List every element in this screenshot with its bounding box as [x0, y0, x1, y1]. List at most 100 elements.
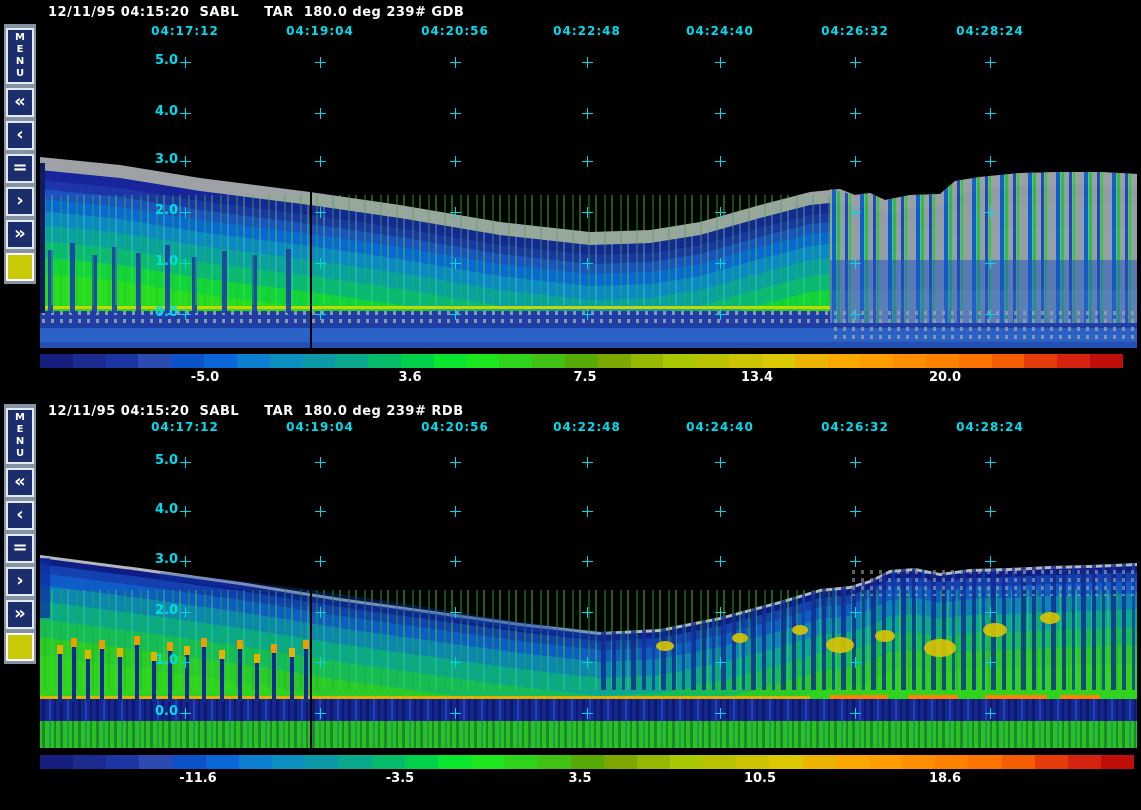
grid-plus-mark [315, 309, 326, 320]
colorbar-swatch [404, 755, 438, 769]
grid-overlay: 5.0 4.0 3.0 2.0 1.0 0.0 [40, 440, 1137, 750]
colorbar-swatch [570, 755, 604, 769]
colorbar-swatch [935, 755, 969, 769]
grid-plus-mark [850, 207, 861, 218]
grid-plus-mark [582, 156, 593, 167]
colorbar-swatch [73, 755, 107, 769]
colorbar-swatch [902, 755, 936, 769]
altitude-tick-label: 0.0 [154, 305, 178, 320]
colorbar-swatch [729, 354, 762, 368]
color-swatch-button[interactable] [6, 633, 34, 661]
colorbar-swatch [860, 354, 894, 368]
grid-plus-mark [315, 708, 326, 719]
colorbar-value-label: 3.6 [398, 370, 422, 385]
time-tick-label: 04:19:04 [286, 420, 354, 434]
time-tick-label: 04:26:32 [821, 24, 889, 38]
fast-rewind-button[interactable]: « [6, 468, 34, 497]
panel-rdb: 12/11/95 04:15:20 SABL TAR 180.0 deg 239… [0, 399, 1141, 810]
fast-forward-button[interactable]: » [6, 600, 34, 629]
grid-plus-mark [715, 207, 726, 218]
grid-plus-mark [715, 657, 726, 668]
pause-button[interactable]: = [6, 154, 34, 183]
grid-plus-mark [582, 309, 593, 320]
step-back-button[interactable]: ‹ [6, 121, 34, 150]
colorbar-swatch [868, 755, 903, 769]
step-forward-button[interactable]: › [6, 567, 34, 596]
colorbar-swatch [769, 755, 803, 769]
time-cursor-line[interactable] [310, 440, 312, 750]
grid-plus-mark [450, 457, 461, 468]
grid-plus-mark [315, 506, 326, 517]
time-cursor-line[interactable] [310, 45, 312, 348]
colorbar-swatch [471, 755, 505, 769]
menu-letter: E [16, 424, 24, 435]
colorbar-swatch [925, 354, 959, 368]
time-tick-label: 04:22:48 [553, 420, 621, 434]
time-tick-label: 04:28:24 [956, 420, 1024, 434]
altitude-tick-label: 4.0 [154, 502, 178, 517]
menu-letter: U [15, 68, 25, 79]
colorbar-swatch [305, 755, 339, 769]
color-scale-labels: -5.0 3.6 7.5 13.4 20.0 [40, 370, 1137, 386]
grid-plus-mark [180, 156, 191, 167]
step-back-button[interactable]: ‹ [6, 501, 34, 530]
colorbar-swatch [105, 354, 139, 368]
step-forward-button[interactable]: › [6, 187, 34, 216]
menu-letter: M [15, 412, 25, 423]
colorbar-swatch [537, 755, 571, 769]
fast-rewind-button[interactable]: « [6, 88, 34, 117]
grid-plus-mark [450, 309, 461, 320]
colorbar-swatch [204, 354, 237, 368]
colorbar-value-label: -11.6 [179, 771, 217, 786]
grid-plus-mark [985, 156, 996, 167]
backscatter-plot-rdb[interactable]: 5.0 4.0 3.0 2.0 1.0 0.0 [40, 440, 1137, 750]
colorbar-swatch [106, 755, 140, 769]
panel-title: 12/11/95 04:15:20 SABL TAR 180.0 deg 239… [48, 404, 464, 419]
colorbar-value-label: -5.0 [190, 370, 220, 385]
colorbar-swatch [371, 755, 405, 769]
grid-plus-mark [315, 207, 326, 218]
colorbar-swatch [504, 755, 538, 769]
colorbar-swatch [630, 354, 664, 368]
colorbar-swatch [236, 354, 270, 368]
color-scale-bar [40, 755, 1135, 769]
color-swatch-button[interactable] [6, 253, 34, 281]
grid-plus-mark [582, 457, 593, 468]
colorbar-swatch [40, 755, 74, 769]
colorbar-swatch [802, 755, 836, 769]
colorbar-swatch [466, 354, 500, 368]
grid-plus-mark [582, 556, 593, 567]
grid-plus-mark [715, 506, 726, 517]
colorbar-swatch [958, 354, 992, 368]
grid-plus-mark [180, 457, 191, 468]
colorbar-swatch [835, 755, 869, 769]
grid-plus-mark [850, 607, 861, 618]
pause-button[interactable]: = [6, 534, 34, 563]
time-tick-label: 04:26:32 [821, 420, 889, 434]
colorbar-swatch [368, 354, 401, 368]
grid-plus-mark [180, 556, 191, 567]
colorbar-swatch [603, 755, 637, 769]
grid-plus-mark [450, 657, 461, 668]
fast-forward-button[interactable]: » [6, 220, 34, 249]
colorbar-swatch [138, 354, 172, 368]
grid-plus-mark [450, 708, 461, 719]
colorbar-swatch [893, 354, 926, 368]
time-tick-label: 04:22:48 [553, 24, 621, 38]
time-tick-label: 04:17:12 [151, 420, 219, 434]
grid-plus-mark [315, 258, 326, 269]
colorbar-swatch [1090, 354, 1123, 368]
colorbar-swatch [139, 755, 173, 769]
altitude-tick-label: 5.0 [154, 53, 178, 68]
grid-plus-mark [985, 556, 996, 567]
grid-plus-mark [582, 108, 593, 119]
grid-plus-mark [450, 108, 461, 119]
backscatter-plot-gdb[interactable]: 5.0 4.0 3.0 2.0 1.0 0.0 [40, 45, 1137, 348]
colorbar-swatch [171, 354, 205, 368]
grid-plus-mark [450, 207, 461, 218]
colorbar-swatch [532, 354, 565, 368]
altitude-tick-label: 2.0 [154, 603, 178, 618]
